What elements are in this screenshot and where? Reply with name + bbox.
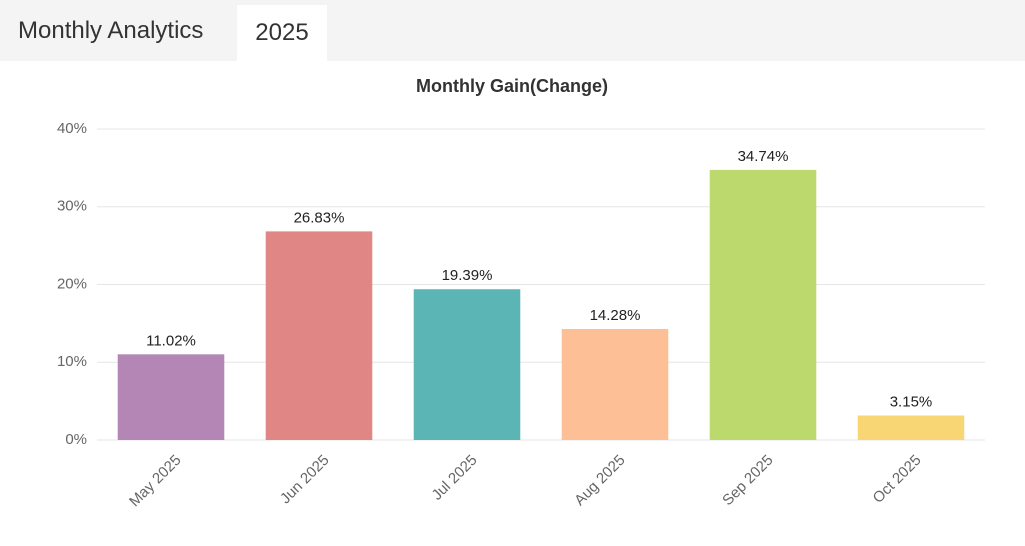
bar [857,415,965,440]
x-tick-label: Oct 2025 [870,452,925,507]
value-label: 3.15% [890,393,933,410]
header: Monthly Analytics 2025 [0,0,1025,61]
chart: Monthly Gain(Change) 0% 10% 20% 30% 40% 11.02… [57,76,985,511]
year-tab[interactable]: 2025 [237,5,327,61]
y-tick-label: 40% [57,120,87,137]
y-tick-label: 20% [57,275,87,292]
bar [117,354,225,440]
value-label: 26.83% [294,209,345,226]
chart-title: Monthly Gain(Change) [416,76,608,96]
header-title: Monthly Analytics [18,17,204,44]
y-tick-label: 30% [57,198,87,215]
y-tick-label: 10% [57,353,87,370]
bar [709,169,817,441]
value-label: 11.02% [146,332,196,349]
bar [265,231,373,440]
x-tick-label: Jul 2025 [429,452,481,504]
x-tick-label: Jun 2025 [277,452,333,508]
x-tick-label: May 2025 [126,452,185,511]
x-tick-label: Sep 2025 [719,452,776,509]
bar [413,289,521,440]
x-tick-label: Aug 2025 [571,452,628,509]
bar [561,328,669,440]
value-label: 19.39% [442,267,493,284]
y-tick-label: 0% [65,431,87,448]
value-label: 34.74% [738,148,789,165]
value-label: 14.28% [590,307,641,324]
